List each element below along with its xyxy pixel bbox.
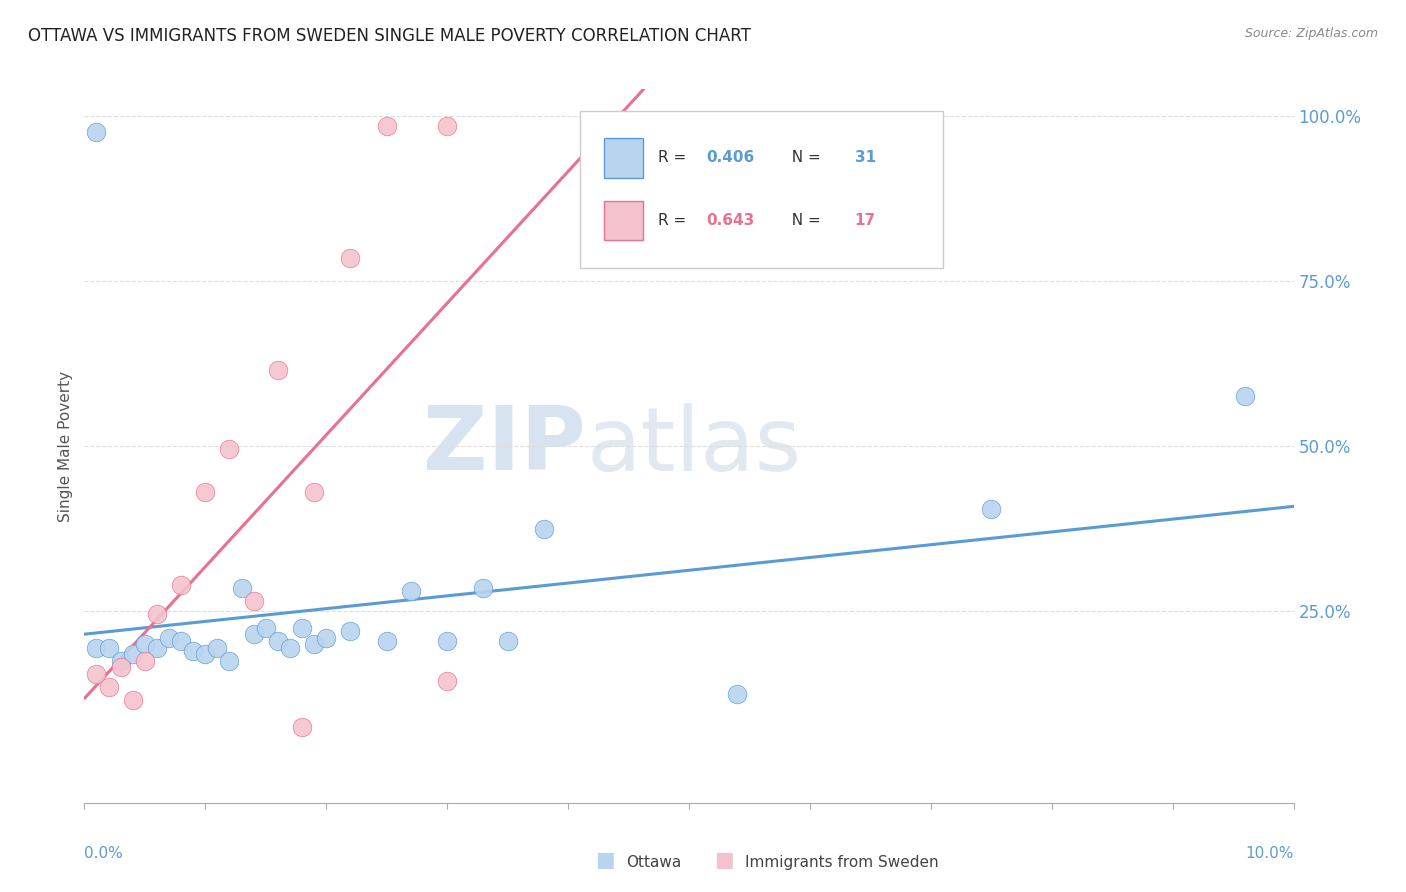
Point	[436, 634, 458, 648]
Text: 10.0%: 10.0%	[1246, 846, 1294, 861]
Point	[291, 621, 314, 635]
Point	[291, 720, 314, 734]
Text: 0.406: 0.406	[706, 150, 754, 165]
Point	[194, 485, 217, 500]
Point	[86, 640, 108, 655]
Text: OTTAWA VS IMMIGRANTS FROM SWEDEN SINGLE MALE POVERTY CORRELATION CHART: OTTAWA VS IMMIGRANTS FROM SWEDEN SINGLE …	[28, 27, 751, 45]
Point	[725, 687, 748, 701]
Point	[146, 607, 169, 622]
Point	[146, 640, 169, 655]
Point	[181, 644, 204, 658]
Point	[242, 627, 264, 641]
Point	[170, 634, 193, 648]
Point	[121, 647, 143, 661]
Point	[110, 654, 132, 668]
Point	[399, 584, 422, 599]
FancyBboxPatch shape	[605, 137, 643, 178]
Text: N =: N =	[782, 213, 825, 228]
Point	[1234, 389, 1257, 403]
Text: ■: ■	[595, 850, 614, 870]
Point	[134, 654, 156, 668]
Point	[86, 667, 108, 681]
Point	[110, 660, 132, 674]
Text: R =: R =	[658, 150, 690, 165]
Point	[375, 119, 398, 133]
Point	[302, 637, 325, 651]
Point	[134, 637, 156, 651]
Point	[242, 594, 264, 608]
Text: Immigrants from Sweden: Immigrants from Sweden	[745, 855, 939, 870]
Point	[97, 640, 120, 655]
Point	[339, 251, 361, 265]
Point	[218, 442, 240, 457]
FancyBboxPatch shape	[605, 201, 643, 241]
Point	[315, 631, 337, 645]
Text: 0.643: 0.643	[706, 213, 754, 228]
Point	[980, 501, 1002, 516]
Text: Source: ZipAtlas.com: Source: ZipAtlas.com	[1244, 27, 1378, 40]
Point	[267, 363, 290, 377]
Y-axis label: Single Male Poverty: Single Male Poverty	[58, 370, 73, 522]
Text: 31: 31	[855, 150, 876, 165]
Text: atlas: atlas	[586, 402, 801, 490]
Point	[533, 522, 555, 536]
Point	[267, 634, 290, 648]
Text: 17: 17	[855, 213, 876, 228]
Text: Ottawa: Ottawa	[626, 855, 681, 870]
Point	[218, 654, 240, 668]
Point	[194, 647, 217, 661]
Point	[278, 640, 301, 655]
Point	[302, 485, 325, 500]
Point	[231, 581, 253, 595]
Point	[121, 693, 143, 707]
Text: ZIP: ZIP	[423, 402, 586, 490]
Point	[436, 119, 458, 133]
Point	[339, 624, 361, 638]
Text: N =: N =	[782, 150, 825, 165]
Point	[86, 125, 108, 139]
Text: ■: ■	[714, 850, 734, 870]
Point	[97, 680, 120, 694]
Point	[254, 621, 277, 635]
Point	[170, 578, 193, 592]
Point	[496, 634, 519, 648]
Point	[157, 631, 180, 645]
FancyBboxPatch shape	[581, 111, 943, 268]
Text: 0.0%: 0.0%	[84, 846, 124, 861]
Text: R =: R =	[658, 213, 690, 228]
Point	[436, 673, 458, 688]
Point	[207, 640, 229, 655]
Point	[375, 634, 398, 648]
Point	[472, 581, 495, 595]
